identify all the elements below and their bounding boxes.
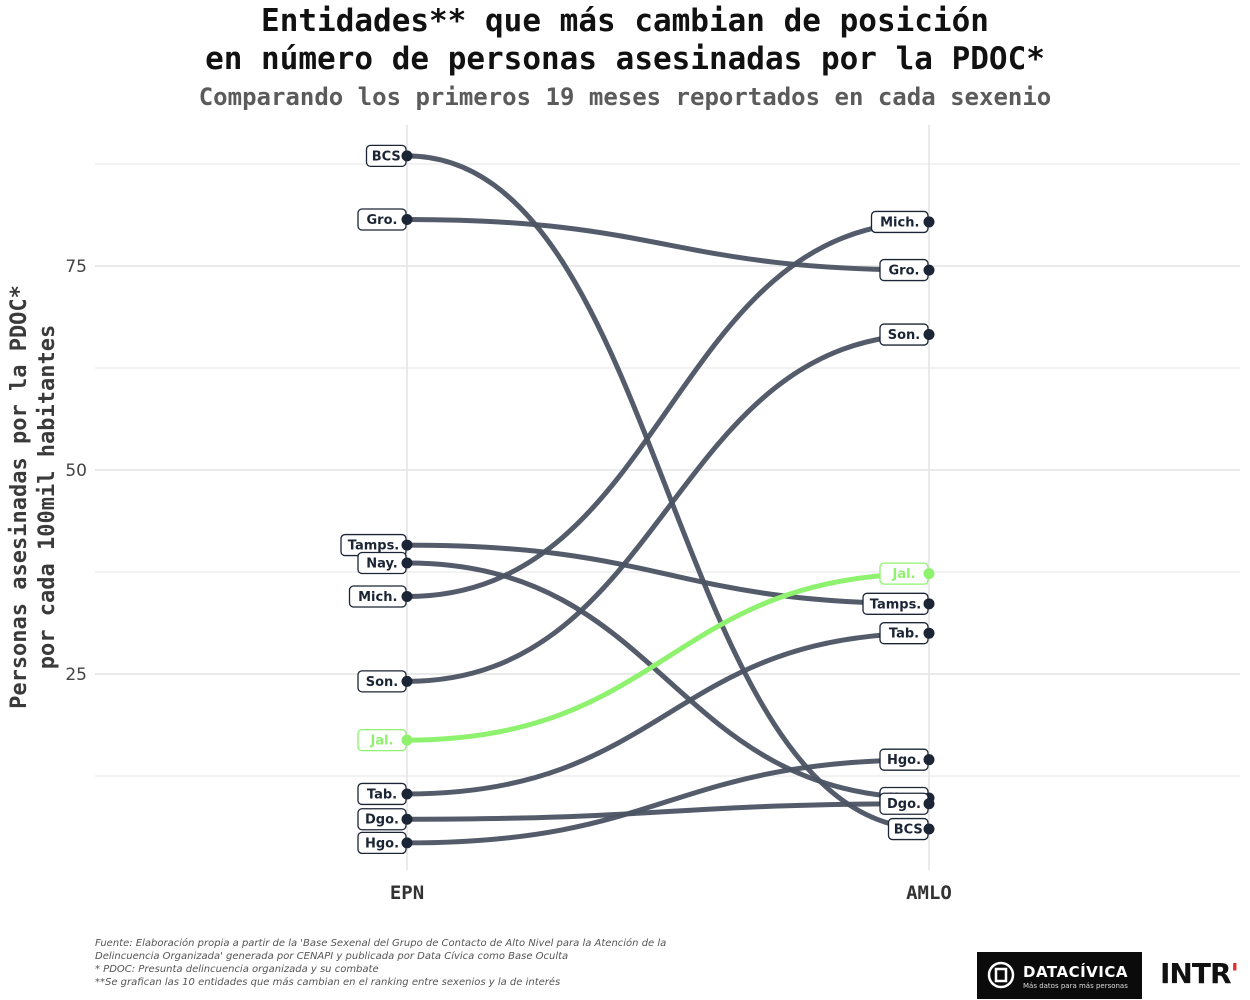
series-point (923, 798, 935, 810)
series-line (404, 153, 932, 832)
series-point (401, 557, 413, 569)
series-label: Nay. (366, 557, 397, 572)
series-lines (404, 153, 932, 846)
y-tick-label: 75 (65, 257, 87, 277)
series-label: Dgo. (365, 813, 399, 828)
series-point (401, 734, 413, 746)
series-label: Hgo. (365, 836, 399, 851)
series-point (401, 813, 413, 825)
chart-title-line-2: en número de personas asesinadas por la … (205, 41, 1045, 77)
series-label: Son. (888, 328, 921, 343)
series-label: BCS (894, 823, 923, 838)
series-label: Tab. (367, 787, 397, 802)
series-point (923, 329, 935, 341)
series-point (923, 568, 935, 580)
series-label: Gro. (367, 213, 398, 228)
series-point (401, 675, 413, 687)
x-category-label: EPN (390, 882, 424, 904)
series-line (404, 757, 932, 846)
series-point (923, 823, 935, 835)
series-label: Dgo. (887, 797, 921, 812)
datacivica-tagline: Más datos para más personas (1023, 982, 1128, 990)
chart-title: Entidades** que más cambian de posición … (0, 2, 1250, 78)
series-point (923, 216, 935, 228)
footnote-pdoc: * PDOC: Presunta delincuencia organizada… (95, 964, 379, 975)
y-axis-label: Personas asesinadas por la PDOC* por cada… (7, 285, 60, 709)
series-label: BCS (372, 149, 401, 164)
series-point (923, 627, 935, 639)
grid (95, 125, 1240, 870)
datacivica-logo: DATACÍVICA Más datos para más personas (977, 952, 1142, 999)
series-line (404, 801, 932, 822)
intr-logo-text: INTR (1160, 957, 1232, 990)
series-line (404, 216, 932, 273)
y-tick-label: 25 (65, 665, 87, 685)
series-label: Tab. (889, 627, 919, 642)
series-line (404, 571, 932, 743)
series-label: Tamps. (870, 597, 922, 612)
series-line (404, 542, 932, 607)
series-label: Mich. (880, 215, 919, 230)
series-label: Jal. (891, 567, 915, 582)
x-category-labels: EPN AMLO (390, 882, 952, 904)
y-tick-labels: 25 50 75 (65, 257, 87, 685)
footnotes: Fuente: Elaboración propia a partir de l… (95, 937, 715, 989)
datacivica-name: DATACÍVICA (1023, 963, 1128, 981)
series-label: Son. (366, 675, 399, 690)
series-label: Gro. (889, 264, 920, 279)
intr-logo-dot: ' (1230, 957, 1240, 990)
footnote-source-2: Delincuencia Organizada' generada por CE… (95, 951, 569, 962)
series-label: Jal. (369, 734, 393, 749)
datacivica-mark-icon (987, 961, 1015, 989)
series-point (401, 150, 413, 162)
series-line (404, 332, 932, 684)
chart-title-line-1: Entidades** que más cambian de posición (261, 3, 989, 39)
series-point (401, 590, 413, 602)
footnote-entidades: **Se grafican las 10 entidades que más c… (95, 977, 561, 988)
y-axis-label-line: Personas asesinadas por la PDOC* (7, 285, 32, 709)
series-point (923, 264, 935, 276)
series-labels: BCS Gro. Tamps. Nay. Mich. Son. Jal. Tab. Dgo. Hg… (340, 144, 935, 855)
series-line (404, 219, 932, 599)
series-point (401, 539, 413, 551)
series-point (401, 213, 413, 225)
series-point (923, 598, 935, 610)
x-category-label: AMLO (906, 882, 952, 904)
series-point (401, 837, 413, 849)
series-label: Mich. (358, 590, 397, 605)
y-tick-label: 50 (65, 461, 87, 481)
series-point (401, 788, 413, 800)
series-label: Hgo. (887, 753, 921, 768)
footnote-source-1: Fuente: Elaboración propia a partir de l… (95, 938, 667, 949)
series-point (923, 754, 935, 766)
intr-logo: INTR' (1160, 957, 1240, 990)
series-label: Tamps. (348, 539, 400, 554)
y-axis-label-line: por cada 100mil habitantes (35, 325, 60, 669)
series-line (404, 630, 932, 797)
chart-subtitle: Comparando los primeros 19 meses reporta… (198, 83, 1052, 111)
